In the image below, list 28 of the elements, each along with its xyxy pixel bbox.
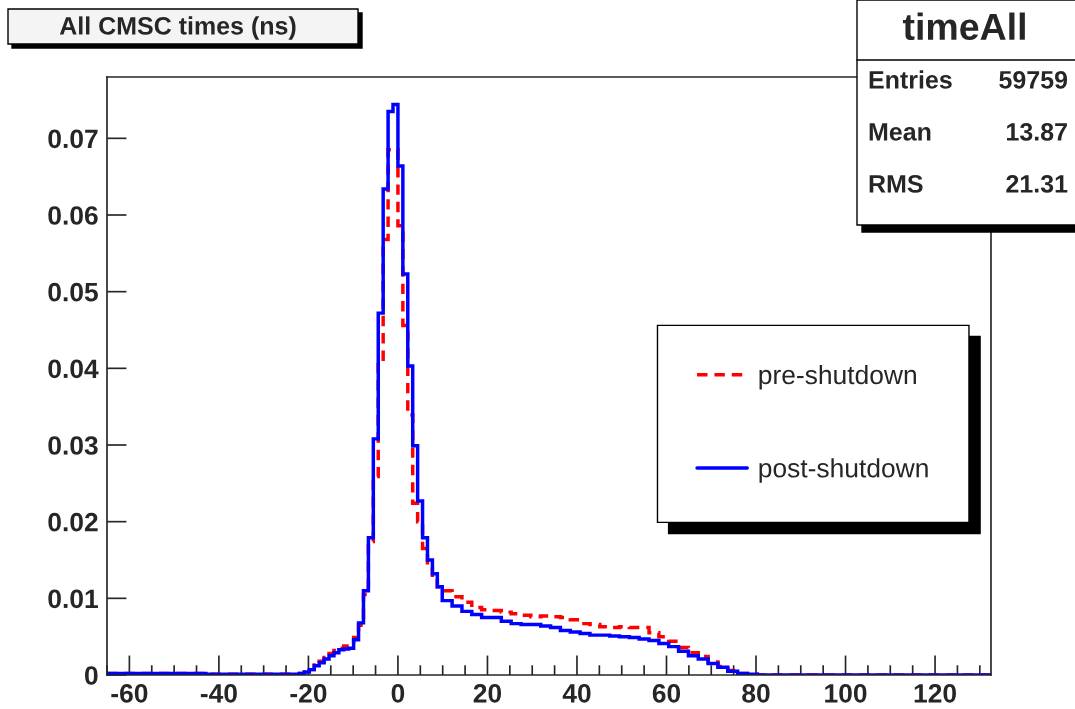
y-tick-label: 0.01 <box>48 589 98 609</box>
y-tick-label: 0.04 <box>48 359 99 379</box>
x-tick-label: 40 <box>562 684 591 703</box>
y-tick-label: 0.03 <box>48 436 98 455</box>
x-tick-label: -20 <box>290 684 327 703</box>
y-tick-label: 0.07 <box>48 129 98 149</box>
text: 21.31 <box>1006 175 1068 193</box>
x-tick-label: 60 <box>652 684 681 703</box>
annotation: RMS <box>869 175 923 193</box>
y-tick-label: 0.05 <box>48 282 98 302</box>
legend-label: pre-shutdown <box>759 364 916 390</box>
y-tick-label: 0.06 <box>48 206 98 225</box>
y-tick-label: 0 <box>85 666 98 685</box>
annotation: Entries <box>869 70 952 89</box>
text: 13.87 <box>1007 123 1067 141</box>
x-tick-label: 20 <box>473 684 502 703</box>
x-tick-label: -60 <box>111 684 148 703</box>
text: timeAll <box>902 12 1025 41</box>
annotation: Mean <box>869 123 931 141</box>
y-tick-label: 0.02 <box>48 512 98 532</box>
x-tick-label: 100 <box>825 684 867 703</box>
x-tick-label: -40 <box>200 684 237 703</box>
x-tick-label: 0 <box>391 684 405 703</box>
x-tick-label: 120 <box>914 684 956 703</box>
text: 59759 <box>999 71 1068 89</box>
legend-label: post-shutdown <box>759 458 928 483</box>
x-tick-label: 80 <box>742 684 770 703</box>
chart-title: All CMSC times (ns) <box>59 16 296 40</box>
